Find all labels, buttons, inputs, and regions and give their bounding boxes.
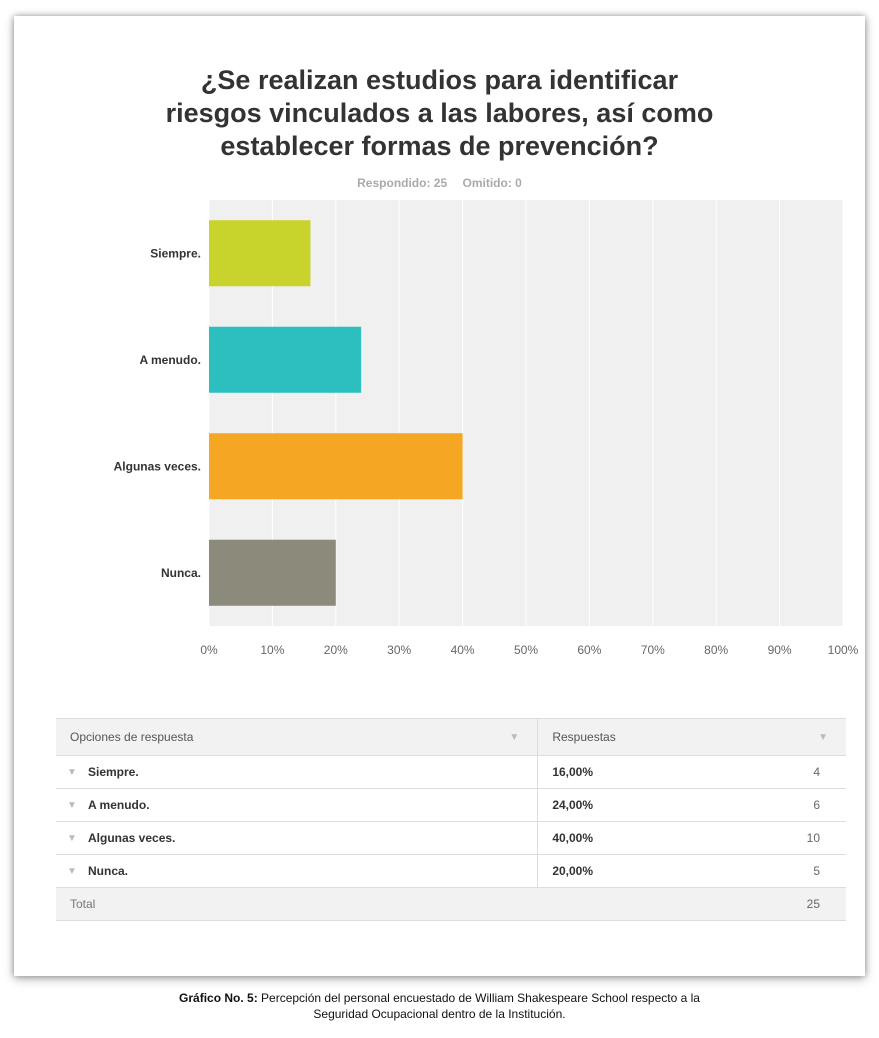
bar <box>209 433 463 500</box>
table-row: ▼ Siempre. 16,00% 4 <box>56 755 846 789</box>
table-row: ▼ A menudo. 24,00% 6 <box>56 788 846 822</box>
x-tick-label: 50% <box>514 643 538 657</box>
x-tick-label: 0% <box>200 643 218 657</box>
expand-caret-icon[interactable]: ▼ <box>67 865 77 877</box>
answered-count: Respondido: 25 <box>357 176 448 190</box>
x-tick-label: 30% <box>387 643 411 657</box>
x-tick-label: 10% <box>260 643 284 657</box>
x-tick-label: 90% <box>768 643 792 657</box>
row-label: Siempre. <box>88 765 139 779</box>
header-responses: Respuestas <box>552 730 616 744</box>
row-percent: 20,00% <box>552 864 594 878</box>
caption-line1: Percepción del personal encuestado de Wi… <box>257 991 700 1005</box>
row-percent: 16,00% <box>552 765 594 779</box>
row-count: 5 <box>813 864 820 878</box>
row-count: 4 <box>813 765 820 779</box>
figure-caption: Gráfico No. 5: Percepción del personal e… <box>0 990 879 1022</box>
x-tick-label: 100% <box>828 643 859 657</box>
table-row: ▼ Nunca. 20,00% 5 <box>56 854 846 888</box>
bar-chart: 0% 10% 20% 30% 40% 50% 60% 70% 80% 90% 100% Siempre… <box>114 200 859 657</box>
x-tick-label: 60% <box>577 643 601 657</box>
x-tick-label: 80% <box>704 643 728 657</box>
table-row: ▼ Algunas veces. 40,00% 10 <box>56 821 846 855</box>
bar <box>209 539 336 606</box>
y-category-label: Siempre. <box>150 246 201 260</box>
x-tick-label: 20% <box>324 643 348 657</box>
caption-bold: Gráfico No. 5: <box>179 991 258 1005</box>
y-category-label: A menudo. <box>139 353 201 367</box>
y-category-label: Nunca. <box>161 566 201 580</box>
row-label: A menudo. <box>88 798 150 812</box>
expand-caret-icon[interactable]: ▼ <box>67 799 77 811</box>
y-category-label: Algunas veces. <box>114 459 201 473</box>
row-label: Algunas veces. <box>88 831 176 845</box>
sort-caret-icon[interactable]: ▼ <box>818 731 828 743</box>
chart-title: ¿Se realizan estudios para identificar r… <box>165 65 714 161</box>
caption-line2: Seguridad Ocupacional dentro de la Insti… <box>313 1007 566 1021</box>
bar <box>209 220 311 287</box>
header-options: Opciones de respuesta <box>70 730 194 744</box>
total-value: 25 <box>806 897 820 911</box>
total-row: Total 25 <box>56 887 846 921</box>
expand-caret-icon[interactable]: ▼ <box>67 766 77 778</box>
row-label: Nunca. <box>88 864 129 878</box>
sort-caret-icon[interactable]: ▼ <box>509 731 520 743</box>
response-meta: Respondido: 25 Omitido: 0 <box>14 176 865 190</box>
total-label: Total <box>70 897 96 911</box>
responses-table: Opciones de respuesta ▼ Respuestas ▼ ▼ Si… <box>56 718 846 921</box>
row-percent: 24,00% <box>552 798 594 812</box>
x-tick-label: 70% <box>641 643 665 657</box>
table-header: Opciones de respuesta ▼ Respuestas ▼ <box>56 718 846 756</box>
skipped-count: Omitido: 0 <box>462 176 522 190</box>
expand-caret-icon[interactable]: ▼ <box>67 832 77 844</box>
x-tick-label: 40% <box>451 643 475 657</box>
bar <box>209 326 362 393</box>
row-count: 6 <box>813 798 820 812</box>
row-percent: 40,00% <box>552 831 594 845</box>
row-count: 10 <box>806 831 820 845</box>
